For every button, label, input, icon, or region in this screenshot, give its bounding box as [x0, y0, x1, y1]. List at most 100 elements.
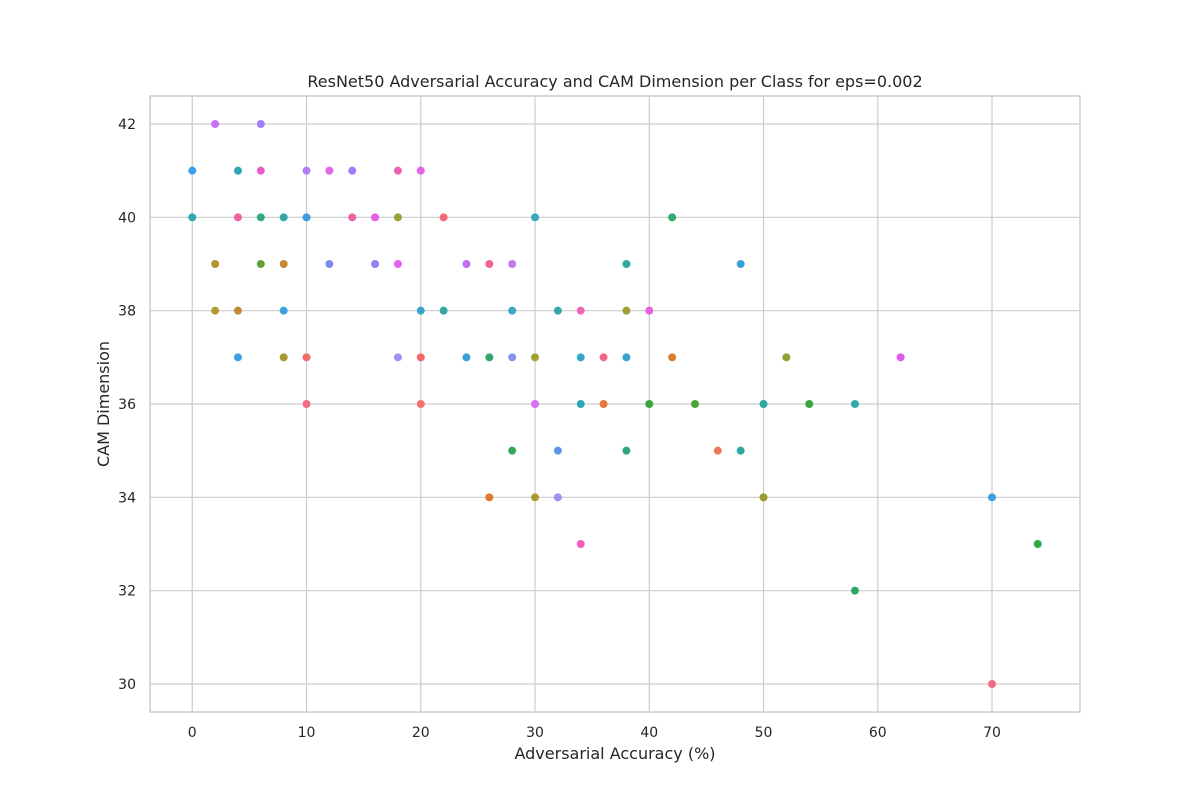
data-point [256, 213, 265, 222]
data-point [348, 166, 357, 175]
data-point [485, 353, 494, 362]
y-axis-label: CAM Dimension [94, 341, 113, 467]
data-point [485, 260, 494, 268]
data-point [531, 213, 540, 222]
data-point [302, 400, 311, 408]
data-point [645, 400, 654, 408]
data-point [988, 493, 997, 502]
data-point [599, 353, 608, 362]
x-tick-label: 50 [755, 725, 773, 741]
data-point [690, 400, 699, 408]
data-point [622, 353, 631, 362]
data-point [416, 166, 425, 175]
data-point [325, 166, 334, 175]
data-point [668, 353, 677, 362]
data-point [782, 353, 791, 362]
data-point [393, 213, 402, 222]
data-point [302, 166, 311, 175]
data-point [302, 353, 311, 362]
x-tick-label: 30 [526, 725, 544, 741]
data-point [348, 213, 357, 222]
data-point [850, 400, 859, 408]
data-point [896, 353, 905, 362]
y-tick-label: 42 [118, 117, 136, 133]
data-point [531, 400, 540, 408]
data-point [233, 306, 242, 315]
data-point [416, 306, 425, 315]
data-point [553, 306, 562, 315]
data-point [279, 260, 288, 268]
data-point [188, 213, 197, 222]
x-axis-label: Adversarial Accuracy (%) [514, 744, 715, 763]
x-tick-labels: 0 10 20 30 40 50 60 70 [188, 725, 1001, 741]
x-tick-label: 10 [298, 725, 316, 741]
y-tick-labels: 30 32 34 36 38 40 42 [118, 117, 136, 693]
data-point [188, 166, 197, 175]
data-point [371, 260, 380, 268]
data-point [576, 540, 585, 548]
data-point [508, 260, 517, 268]
data-point [211, 120, 220, 128]
plot-frame [149, 95, 1081, 713]
data-point [850, 586, 859, 595]
y-tick-label: 38 [118, 304, 136, 320]
data-point [508, 306, 517, 315]
data-point [439, 213, 448, 222]
data-point [485, 493, 494, 502]
data-point [988, 680, 997, 688]
data-point [325, 260, 334, 268]
data-point [1033, 540, 1042, 548]
data-point [279, 353, 288, 362]
data-point [211, 260, 220, 268]
data-point [393, 353, 402, 362]
data-point [233, 213, 242, 222]
data-point [256, 166, 265, 175]
data-point [759, 493, 768, 502]
data-point [211, 306, 220, 315]
data-point [256, 120, 265, 128]
x-tick-label: 60 [869, 725, 887, 741]
data-point [736, 260, 745, 268]
x-tick-label: 40 [640, 725, 658, 741]
data-point [416, 353, 425, 362]
y-tick-label: 32 [118, 584, 136, 600]
data-point [553, 493, 562, 502]
x-tick-label: 0 [188, 725, 197, 741]
data-point [622, 446, 631, 455]
data-point [531, 353, 540, 362]
x-tick-label: 70 [983, 725, 1001, 741]
data-point [233, 166, 242, 175]
data-point [576, 353, 585, 362]
y-tick-label: 34 [118, 490, 136, 506]
data-point [599, 400, 608, 408]
data-point [416, 400, 425, 408]
data-point [462, 353, 471, 362]
data-points [188, 120, 1042, 688]
y-tick-label: 40 [118, 210, 136, 226]
data-point [233, 353, 242, 362]
data-point [256, 260, 265, 268]
data-point [805, 400, 814, 408]
data-point [371, 213, 380, 222]
y-tick-label: 36 [118, 397, 136, 413]
x-tick-label: 20 [412, 725, 430, 741]
data-point [622, 260, 631, 268]
data-point [759, 400, 768, 408]
data-point [279, 306, 288, 315]
data-point [393, 260, 402, 268]
data-point [393, 166, 402, 175]
data-point [736, 446, 745, 455]
y-tick-label: 30 [118, 677, 136, 693]
data-point [576, 306, 585, 315]
chart-title: ResNet50 Adversarial Accuracy and CAM Di… [307, 72, 922, 91]
data-point [576, 400, 585, 408]
data-point [531, 493, 540, 502]
data-point [622, 306, 631, 315]
data-point [302, 213, 311, 222]
data-point [645, 306, 654, 315]
data-point [462, 260, 471, 268]
data-point [508, 446, 517, 455]
